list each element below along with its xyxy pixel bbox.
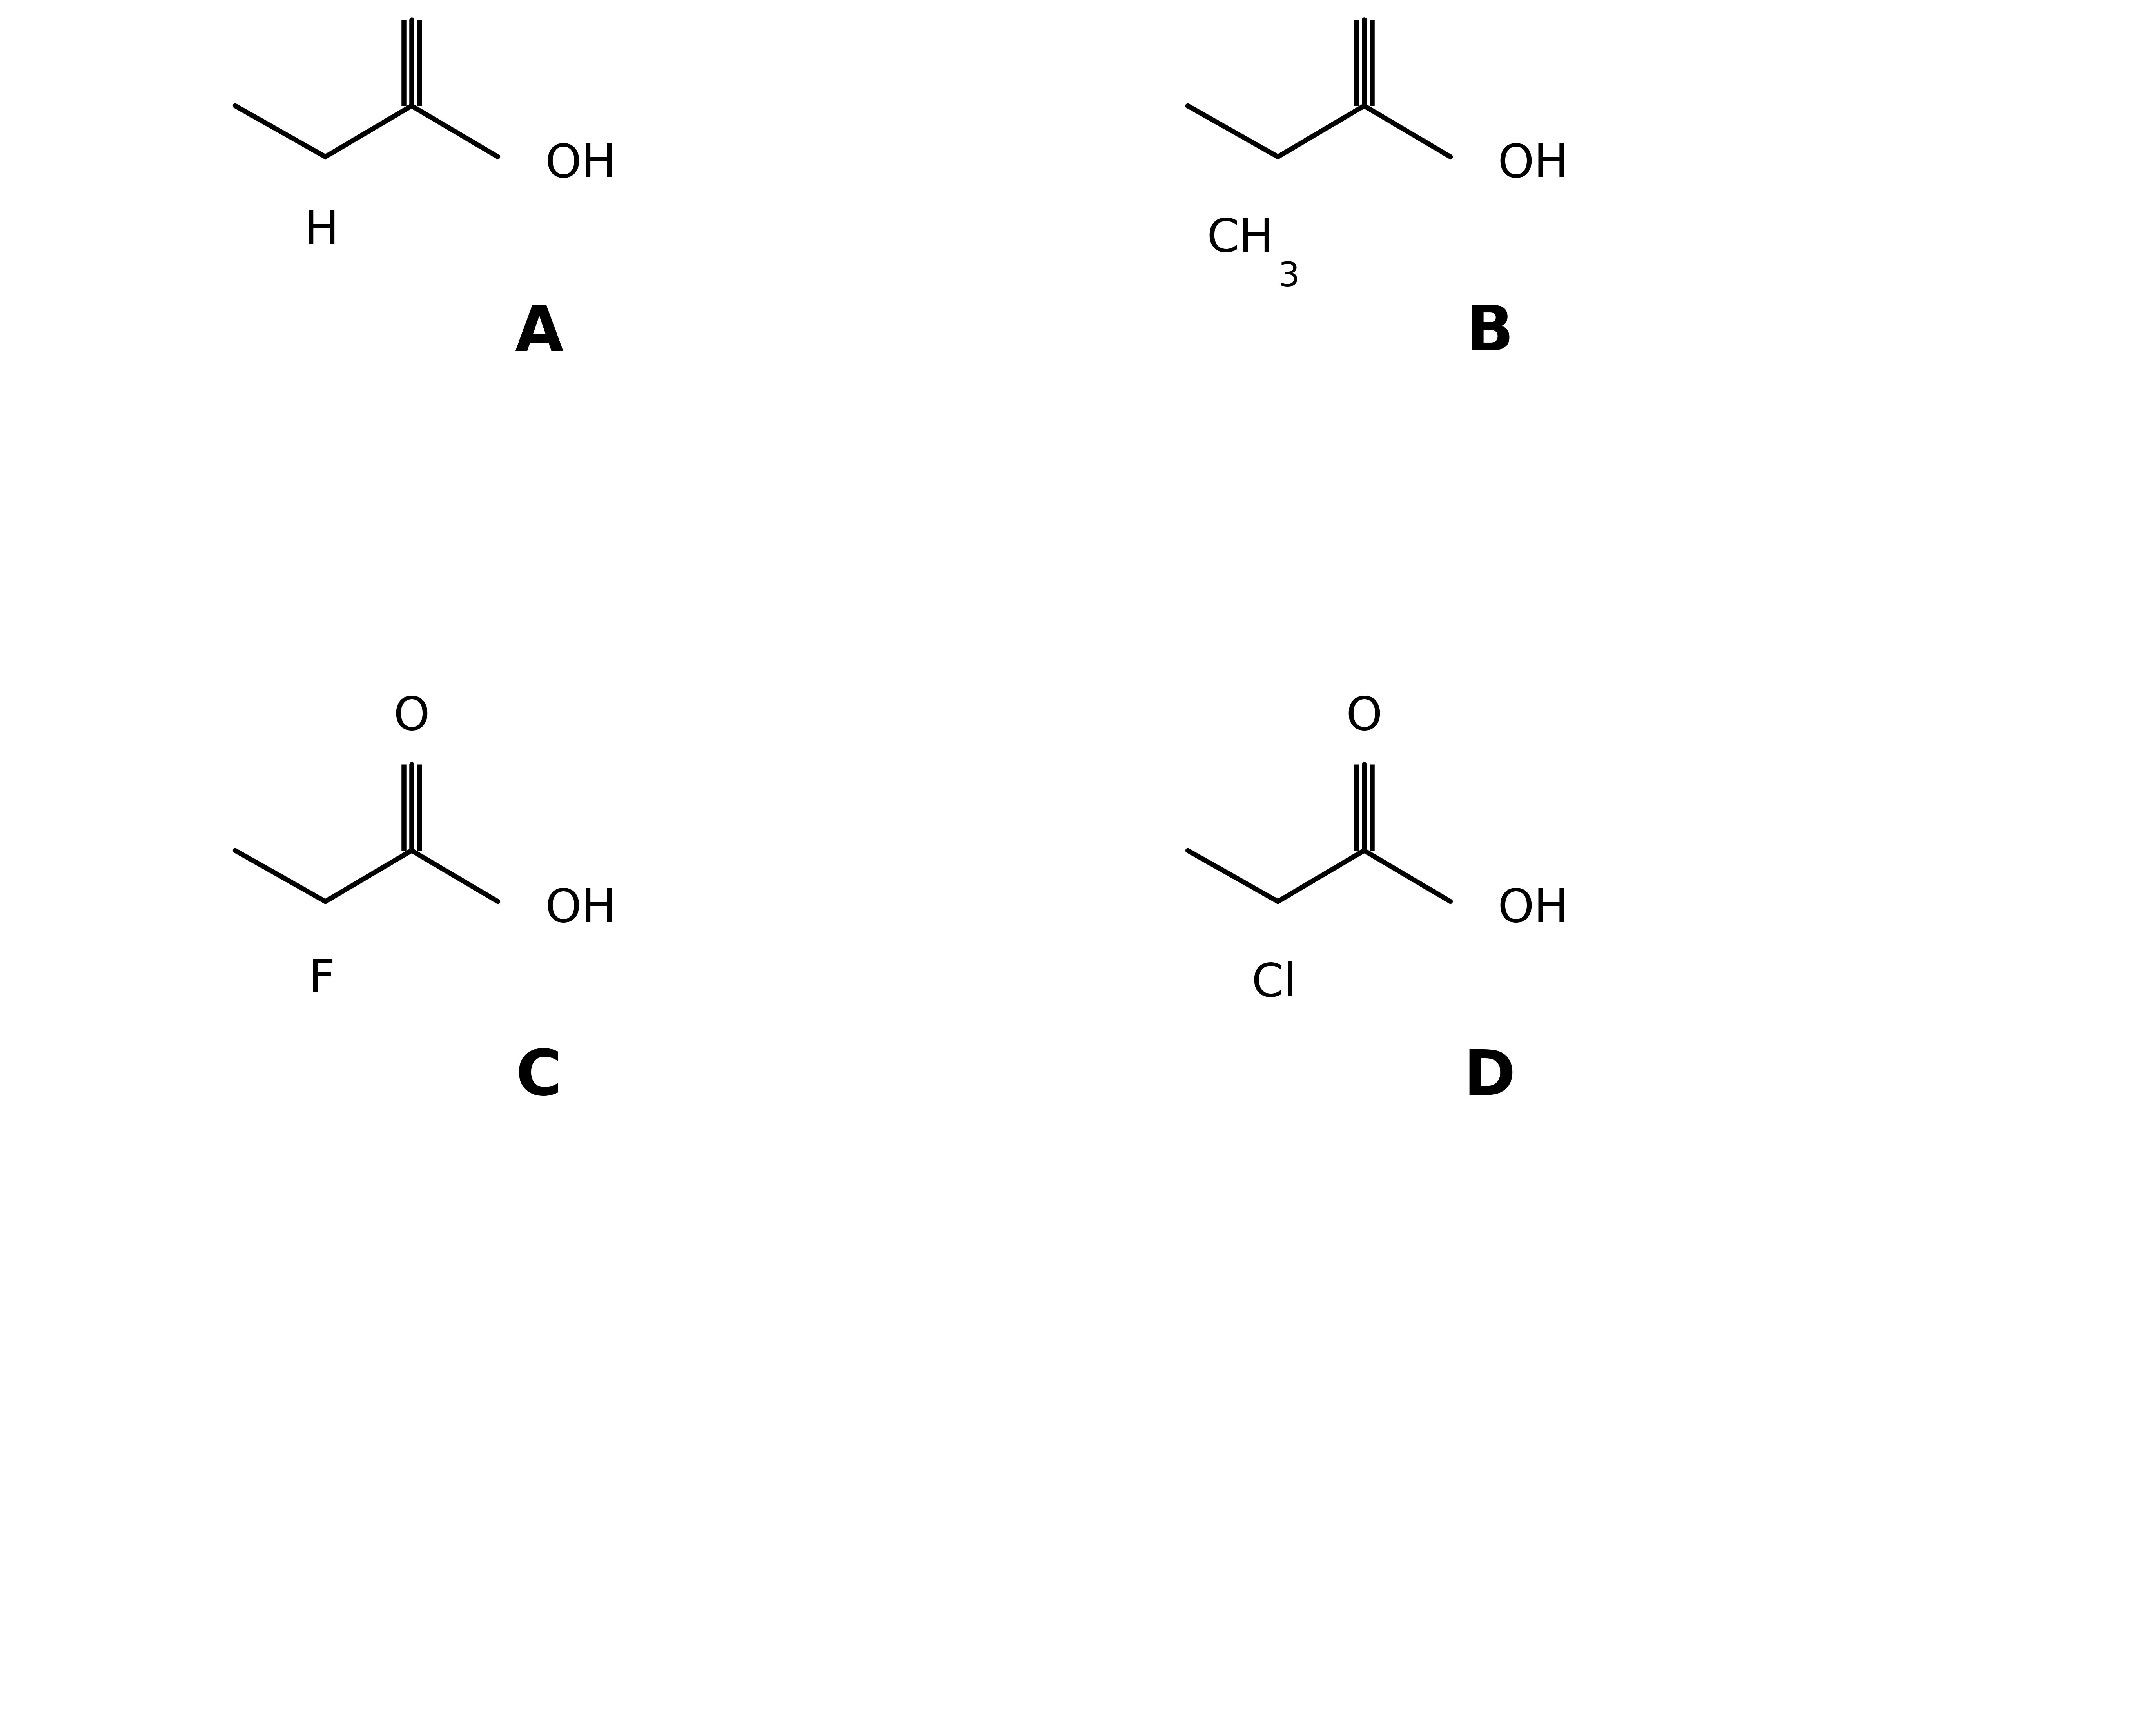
Text: O: O <box>1345 694 1382 739</box>
Text: H: H <box>304 208 338 253</box>
Text: OH: OH <box>545 887 617 932</box>
Text: OH: OH <box>1498 887 1570 932</box>
Text: D: D <box>1464 1048 1516 1108</box>
Text: Cl: Cl <box>1250 961 1296 1006</box>
Text: 3: 3 <box>1279 260 1300 293</box>
Text: O: O <box>392 694 429 739</box>
Text: A: A <box>515 303 563 364</box>
Text: F: F <box>308 958 334 1003</box>
Text: B: B <box>1466 303 1514 364</box>
Text: OH: OH <box>545 141 617 188</box>
Text: OH: OH <box>1498 141 1570 188</box>
Text: CH: CH <box>1207 217 1274 262</box>
Text: C: C <box>515 1048 563 1108</box>
